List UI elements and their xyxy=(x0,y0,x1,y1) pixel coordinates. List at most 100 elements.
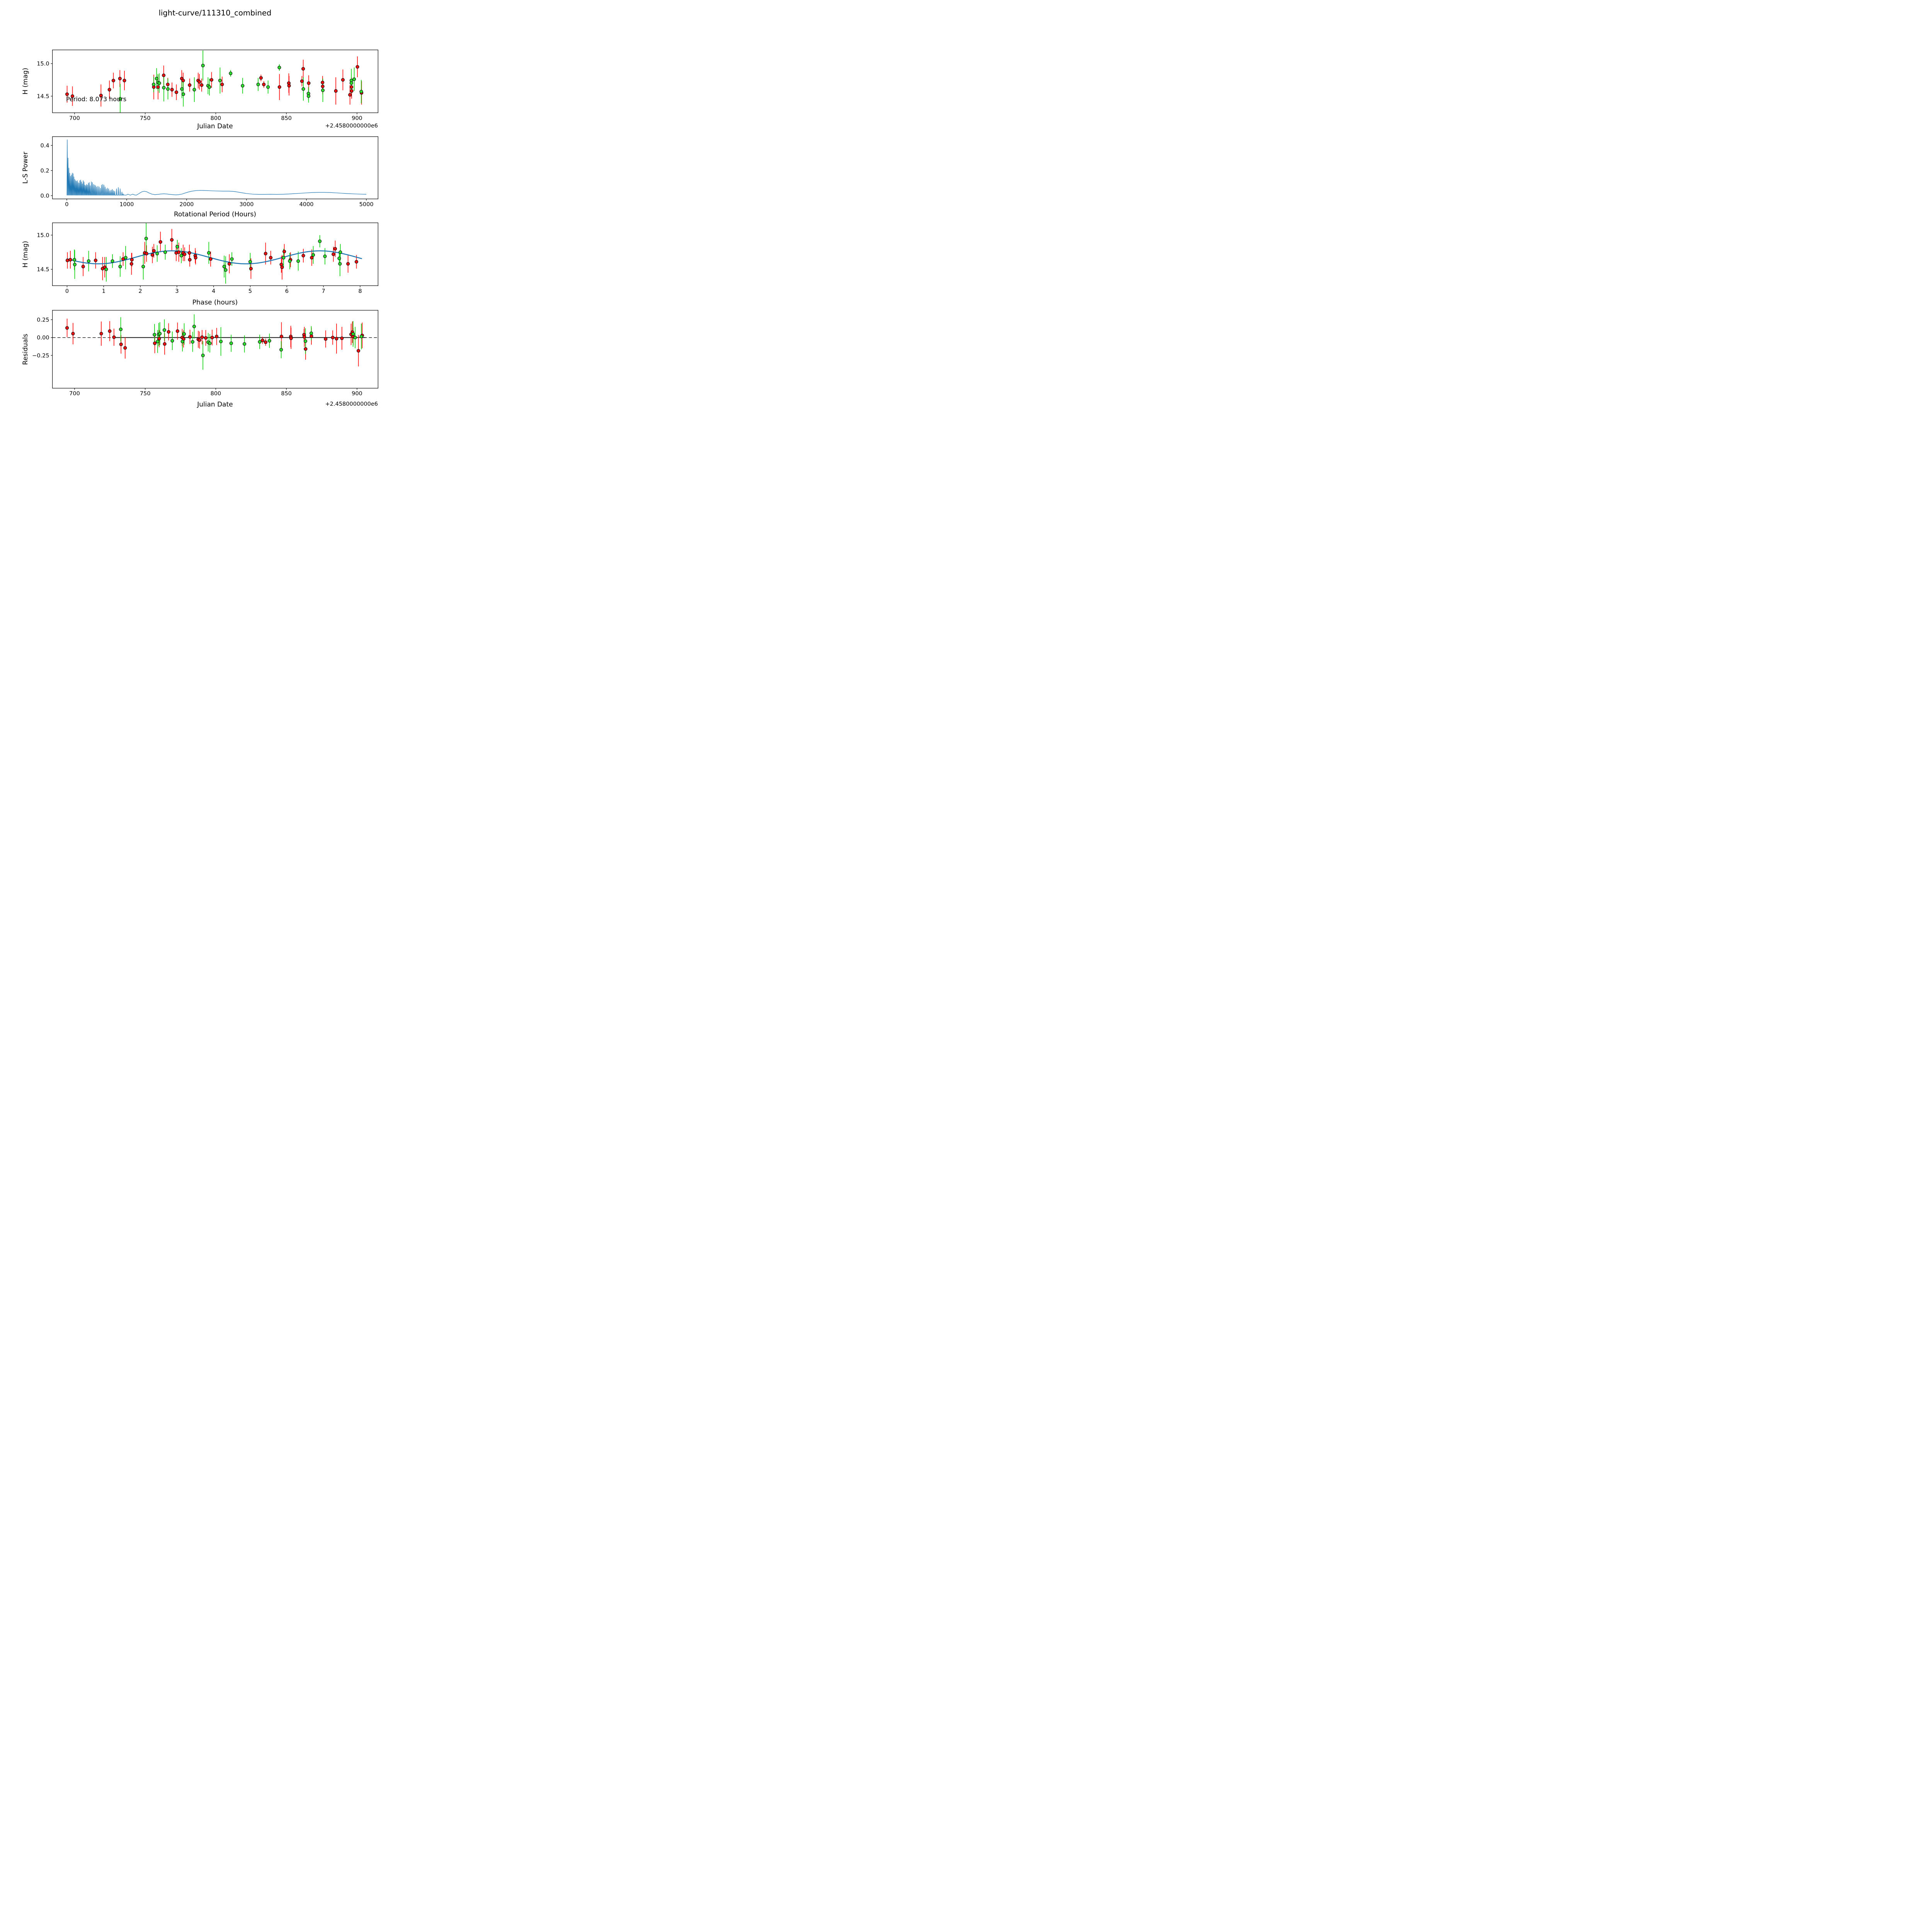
data-point xyxy=(192,88,196,92)
data-point xyxy=(303,339,308,343)
data-point xyxy=(279,335,283,338)
light_curve-data-area xyxy=(65,50,364,113)
data-point xyxy=(340,336,344,340)
x-tick-label: 750 xyxy=(140,391,151,397)
data-point xyxy=(208,341,212,345)
x-axis-label-lightcurve: Julian Date xyxy=(197,122,233,130)
x-tick-label: 6 xyxy=(285,288,289,294)
data-point xyxy=(118,77,122,80)
data-point xyxy=(174,90,179,94)
data-point xyxy=(166,87,170,91)
phased_light_curve-panel: 0 1 2 3 4 5 6 7 8 14.5 15.0 xyxy=(37,222,378,294)
x-tick-label: 800 xyxy=(211,115,221,121)
red-points-markers xyxy=(65,65,364,98)
y-tick-label: 0.4 xyxy=(41,143,49,149)
data-point xyxy=(349,81,353,85)
data-point xyxy=(310,334,313,338)
data-point xyxy=(219,340,223,344)
x-tick-label: 5000 xyxy=(359,201,374,207)
x-tick-label: 850 xyxy=(281,391,292,397)
red-points xyxy=(66,318,363,367)
data-point xyxy=(338,250,342,254)
panel-frame xyxy=(52,49,378,113)
data-point xyxy=(210,336,214,340)
data-point xyxy=(207,85,211,89)
data-point xyxy=(357,349,361,353)
x-axis-label-periodogram: Rotational Period (Hours) xyxy=(173,211,257,218)
data-point xyxy=(68,258,72,262)
data-point xyxy=(241,84,245,88)
data-point xyxy=(230,257,234,261)
data-point xyxy=(156,340,160,344)
data-point xyxy=(309,331,313,335)
figure-title: light-curve/111310_combined xyxy=(158,9,272,17)
data-point xyxy=(107,88,111,92)
data-point xyxy=(182,332,186,336)
x-offset-text-lightcurve: +2.4580000000e6 xyxy=(325,123,378,129)
data-point xyxy=(153,341,157,345)
data-point xyxy=(324,337,328,341)
data-point xyxy=(318,239,322,243)
y-axis-label-phase: H (mag) xyxy=(22,241,29,268)
data-point xyxy=(94,259,98,262)
data-point xyxy=(65,326,69,330)
residuals-data-area xyxy=(52,314,378,370)
data-point xyxy=(99,94,103,97)
x-tick-label: 800 xyxy=(211,391,221,397)
data-point xyxy=(119,327,123,331)
data-point xyxy=(187,251,191,255)
data-point xyxy=(124,256,128,260)
data-point xyxy=(81,265,85,269)
data-point xyxy=(280,265,284,269)
data-point xyxy=(65,92,69,96)
red-points-markers xyxy=(65,326,364,353)
data-point xyxy=(352,77,356,81)
data-point xyxy=(353,336,357,340)
x-tick-label: 700 xyxy=(69,391,80,397)
x-tick-label: 1 xyxy=(102,288,105,294)
data-point xyxy=(222,265,226,269)
data-point xyxy=(190,340,195,344)
data-point xyxy=(350,89,354,93)
data-point xyxy=(188,335,192,339)
data-point xyxy=(112,335,116,339)
data-point xyxy=(346,262,350,266)
data-point xyxy=(170,339,174,343)
data-point xyxy=(277,66,281,70)
data-point xyxy=(351,332,355,336)
red-points-markers xyxy=(65,238,359,270)
data-point xyxy=(197,80,201,84)
x-tick-label: 850 xyxy=(281,115,292,121)
y-axis-label-lightcurve: H (mag) xyxy=(22,68,29,95)
data-point xyxy=(162,86,166,90)
data-point xyxy=(180,340,184,344)
data-point xyxy=(218,78,222,82)
data-point xyxy=(72,258,77,262)
data-point xyxy=(289,336,293,340)
data-point xyxy=(354,260,359,264)
data-point xyxy=(334,89,338,93)
data-point xyxy=(269,256,273,260)
data-point xyxy=(188,258,192,262)
data-point xyxy=(224,268,228,272)
data-point xyxy=(288,259,292,263)
data-point xyxy=(118,97,122,101)
data-point xyxy=(104,267,108,271)
phased_light_curve-data-area xyxy=(65,223,362,284)
data-point xyxy=(197,338,201,342)
data-point xyxy=(227,262,231,266)
data-point xyxy=(162,328,166,332)
data-point xyxy=(179,253,183,258)
x-tick-label: 3 xyxy=(175,288,179,294)
x-axis-label-residuals: Julian Date xyxy=(197,401,233,408)
y-tick-label: 14.5 xyxy=(37,94,49,100)
data-point xyxy=(311,253,315,257)
data-point xyxy=(331,336,335,340)
data-point xyxy=(156,85,160,89)
panel-frame xyxy=(52,136,378,199)
data-point xyxy=(71,332,75,335)
data-point xyxy=(170,238,174,242)
y-tick-label: −0.25 xyxy=(32,353,49,359)
data-point xyxy=(70,94,75,98)
data-point xyxy=(220,82,224,87)
